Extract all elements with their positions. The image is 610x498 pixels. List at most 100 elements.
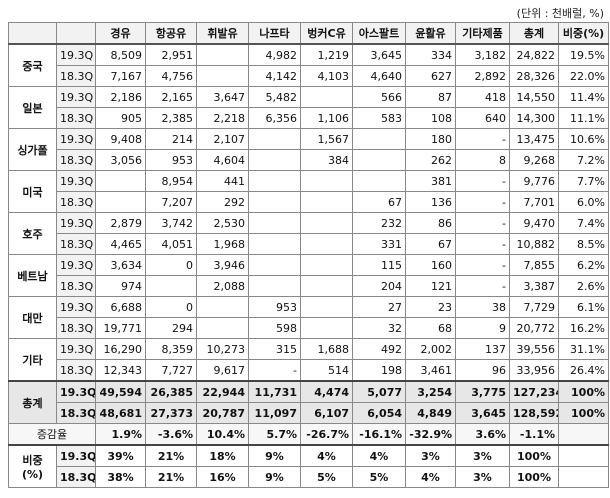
value-cell: 2,530 — [196, 212, 249, 234]
value-cell: 4,103 — [300, 65, 353, 87]
value-cell: - — [455, 254, 510, 276]
corner-cell — [56, 22, 96, 45]
value-cell: 5,077 — [352, 380, 406, 403]
value-cell: 315 — [248, 338, 301, 360]
table-row: 18.3Q 7,207 292 67 136-7,701 6.0% — [9, 191, 609, 213]
value-cell — [300, 296, 353, 318]
value-cell: 39% — [95, 444, 146, 467]
value-cell — [145, 275, 197, 297]
period-label: 18.3Q — [56, 317, 96, 339]
value-cell: 974 — [95, 275, 146, 297]
value-cell: 16% — [196, 466, 249, 488]
table-row: 증감율 1.9% -3.6% 10.4% 5.7% -26.7% -16.1% -32.9% 3… — [8, 423, 609, 446]
value-cell: 137 — [455, 338, 510, 360]
value-cell: 1,968 — [196, 233, 249, 255]
value-cell: 232 — [352, 212, 406, 234]
value-cell: 2,892 — [455, 65, 510, 87]
value-cell: 5.7% — [248, 423, 301, 446]
value-cell: 627 — [405, 65, 456, 87]
value-cell: 11.4% — [558, 86, 609, 108]
value-cell — [300, 275, 353, 297]
value-cell: 11,097 — [248, 402, 301, 424]
value-cell: 27,373 — [145, 402, 197, 424]
value-cell: 6.1% — [558, 296, 609, 318]
value-cell: 9,776 — [509, 170, 559, 192]
change-label: 증감율 — [8, 423, 96, 446]
value-cell: 9,408 — [95, 128, 146, 150]
value-cell: 11.1% — [558, 107, 609, 129]
value-cell — [95, 191, 146, 213]
value-cell: 2,951 — [145, 43, 197, 66]
value-cell — [300, 170, 353, 192]
value-cell: 4% — [300, 444, 353, 467]
unit-note: (단위 : 천배럴, %) — [516, 7, 604, 20]
value-cell: 7,167 — [95, 65, 146, 87]
value-cell — [248, 170, 301, 192]
value-cell: 905 — [95, 107, 146, 129]
region-label: 중국 — [8, 43, 57, 87]
table-row: 18.3Q 12,343 7,727 9,617-514 198 3,461 96 33,95… — [9, 359, 609, 382]
period-label: 18.3Q — [56, 65, 96, 87]
value-cell: - — [455, 233, 510, 255]
value-cell — [196, 43, 249, 66]
period-label: 19.3Q — [56, 212, 96, 234]
column-header: 항공유 — [145, 22, 197, 45]
period-label: 19.3Q — [56, 43, 96, 66]
value-cell: 14,550 — [509, 86, 559, 108]
value-cell: 10.4% — [196, 423, 249, 446]
value-cell: 16,290 — [95, 338, 146, 360]
value-cell: -32.9% — [405, 423, 456, 446]
value-cell — [248, 191, 301, 213]
value-cell: 2,088 — [196, 275, 249, 297]
value-cell: 3% — [405, 444, 456, 467]
value-cell: 86 — [405, 212, 456, 234]
value-cell: 100% — [509, 466, 559, 488]
value-cell: 26.4% — [558, 359, 609, 382]
value-cell: 3,056 — [95, 149, 146, 171]
value-cell: 9% — [248, 466, 301, 488]
value-cell: 598 — [248, 317, 301, 339]
region-label: 일본 — [8, 86, 57, 129]
value-cell — [352, 149, 406, 171]
value-cell: 49,594 — [95, 380, 146, 403]
value-cell: 127,234 — [509, 380, 559, 403]
value-cell: -3.6% — [145, 423, 197, 446]
value-cell: 87 — [405, 86, 456, 108]
value-cell: - — [455, 170, 510, 192]
value-cell — [300, 317, 353, 339]
value-cell: 418 — [455, 86, 510, 108]
value-cell: 24,822 — [509, 43, 559, 66]
table-row: 18.3Q 38% 21% 16% 9% 5% 5% 4% 3% 100% — [9, 466, 609, 488]
value-cell: 100% — [558, 402, 609, 424]
value-cell: 3,254 — [405, 380, 456, 403]
value-cell: 6,107 — [300, 402, 353, 424]
value-cell: 1,106 — [300, 107, 353, 129]
column-header: 나프타 — [248, 22, 301, 45]
value-cell — [248, 254, 301, 276]
region-label: 미국 — [8, 170, 57, 213]
value-cell: 7.7% — [558, 170, 609, 192]
value-cell — [352, 128, 406, 150]
value-cell: 27 — [352, 296, 406, 318]
value-cell: 331 — [352, 233, 406, 255]
value-cell — [248, 275, 301, 297]
table-body: 중국 19.3Q 8,509 2,951 4,982 1,219 3,645 334 3,182… — [8, 43, 609, 488]
value-cell: 3,647 — [196, 86, 249, 108]
value-cell: 384 — [300, 149, 353, 171]
value-cell: 381 — [405, 170, 456, 192]
value-cell: 640 — [455, 107, 510, 129]
value-cell: 38 — [455, 296, 510, 318]
value-cell — [558, 423, 609, 446]
value-cell: 7,729 — [509, 296, 559, 318]
value-cell — [352, 170, 406, 192]
value-cell: 26,385 — [145, 380, 197, 403]
value-cell: 6.0% — [558, 191, 609, 213]
value-cell: 3,742 — [145, 212, 197, 234]
value-cell: 7,855 — [509, 254, 559, 276]
value-cell: 4,756 — [145, 65, 197, 87]
value-cell: - — [455, 212, 510, 234]
value-cell: 13,475 — [509, 128, 559, 150]
table-row: 중국 19.3Q 8,509 2,951 4,982 1,219 3,645 334 3,182… — [8, 43, 609, 87]
value-cell — [248, 212, 301, 234]
